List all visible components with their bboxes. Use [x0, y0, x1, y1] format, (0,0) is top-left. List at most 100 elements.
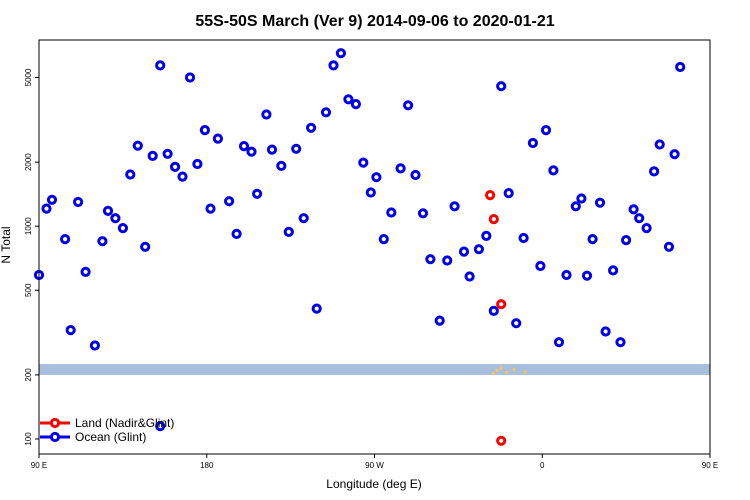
points-layer — [33, 48, 686, 446]
ocean-point — [570, 201, 581, 212]
ocean-point — [89, 340, 101, 351]
y-tick-label: 100 — [24, 432, 33, 446]
ocean-point — [110, 213, 121, 224]
ocean-point — [117, 223, 129, 234]
ocean-point — [199, 125, 210, 136]
band-speck — [495, 369, 499, 373]
band-speck — [523, 370, 527, 374]
ocean-point — [663, 241, 675, 252]
y-tick-label: 200 — [24, 368, 33, 382]
legend-label-land: Land (Nadir&Glint) — [75, 416, 174, 430]
ocean-point — [511, 318, 522, 329]
ocean-point — [581, 270, 593, 281]
ocean-point — [527, 137, 539, 149]
ocean-point — [291, 143, 302, 154]
ocean-point — [41, 203, 52, 214]
y-tick-label: 2000 — [24, 153, 33, 171]
band-speck — [504, 370, 508, 374]
ocean-point — [425, 254, 436, 265]
ocean-point — [80, 266, 91, 277]
land-point — [488, 214, 499, 225]
ocean-point — [473, 244, 484, 255]
land-point — [496, 435, 507, 446]
ocean-point — [73, 196, 84, 208]
ocean-point — [594, 197, 606, 208]
ocean-point — [298, 213, 309, 224]
ocean-point — [561, 269, 572, 281]
ocean-point — [252, 188, 263, 199]
ocean-point — [518, 232, 529, 244]
ocean-point — [628, 204, 639, 215]
ocean-point — [496, 81, 507, 92]
ocean-point — [378, 234, 389, 245]
ocean-point — [350, 99, 361, 110]
ocean-point — [147, 150, 158, 161]
ocean-point — [600, 326, 611, 337]
band-speck — [491, 372, 495, 376]
ocean-point — [503, 188, 514, 199]
land-point — [496, 299, 507, 310]
ocean-point — [170, 161, 181, 172]
ocean-point — [238, 141, 250, 152]
ocean-point — [343, 94, 354, 105]
legend-marker-land — [49, 417, 61, 429]
ocean-point — [231, 228, 242, 239]
ocean-point — [261, 109, 272, 120]
ocean-point — [184, 72, 196, 83]
y-axis-label: N Total — [0, 226, 13, 263]
ocean-point — [328, 60, 339, 71]
legend-label-ocean: Ocean (Glint) — [75, 430, 146, 444]
ocean-point — [675, 61, 686, 73]
ocean-point — [434, 315, 445, 326]
ocean-point — [442, 255, 453, 266]
ocean-point — [155, 60, 166, 71]
ocean-point — [535, 260, 546, 272]
ocean-point — [65, 325, 76, 336]
ocean-point — [224, 196, 235, 207]
ocean-point — [403, 100, 414, 111]
land-band-layer — [39, 364, 710, 376]
ocean-point — [283, 226, 294, 237]
land-band — [39, 364, 710, 375]
ocean-point — [386, 207, 397, 218]
ocean-point — [449, 201, 460, 212]
ocean-point — [481, 230, 492, 241]
ocean-point — [464, 271, 475, 282]
ocean-point — [311, 303, 322, 314]
y-tick-label: 1000 — [24, 217, 33, 235]
legend-marker-ocean — [49, 431, 61, 443]
ocean-point — [553, 337, 565, 348]
ocean-point — [306, 122, 317, 133]
land-point — [485, 190, 496, 201]
x-tick-label: 180 — [200, 461, 214, 470]
band-speck — [499, 366, 503, 370]
ocean-point — [60, 234, 71, 245]
ocean-point — [548, 165, 559, 176]
ocean-point — [125, 169, 136, 180]
y-tick-label: 500 — [24, 283, 33, 297]
legend: Land (Nadir&Glint)Ocean (Glint) — [40, 416, 174, 444]
ocean-point — [458, 246, 470, 257]
ocean-point — [615, 337, 626, 348]
x-tick-label: 0 — [540, 461, 545, 470]
x-axis-ticks: 90 E 180 90 W 0 90 E — [31, 454, 718, 470]
ocean-point — [97, 236, 108, 247]
ocean-point — [276, 160, 287, 171]
ocean-point — [266, 144, 278, 155]
x-tick-label: 90 W — [365, 461, 384, 470]
ocean-point — [320, 107, 332, 118]
ocean-point — [410, 169, 421, 181]
y-axis-ticks: 100 200 500 1000 2000 5000 — [24, 68, 39, 446]
plot-frame — [38, 39, 711, 455]
ocean-point — [608, 265, 619, 276]
ocean-point — [540, 125, 552, 136]
chart-title: 55S-50S March (Ver 9) 2014-09-06 to 2020… — [195, 13, 554, 30]
ocean-point — [621, 235, 632, 246]
ocean-point — [132, 140, 143, 151]
ocean-point — [576, 193, 587, 204]
ocean-point — [246, 146, 257, 157]
band-speck — [512, 367, 516, 371]
ocean-point — [641, 223, 652, 234]
ocean-point — [669, 149, 680, 160]
